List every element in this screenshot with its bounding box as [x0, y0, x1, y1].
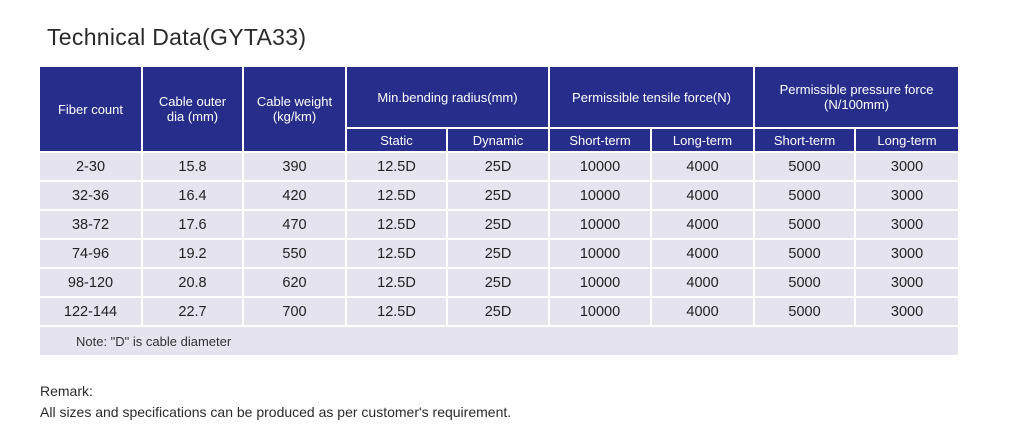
cell-weight: 420	[244, 182, 347, 211]
table-row: 74-96 19.2 550 12.5D 25D 10000 4000 5000…	[40, 240, 959, 269]
cell-tensile-long: 4000	[652, 182, 756, 211]
cell-fiber-count: 38-72	[40, 211, 143, 240]
cell-pressure-long: 3000	[856, 153, 959, 182]
cell-fiber-count: 74-96	[40, 240, 143, 269]
cell-static-radius: 12.5D	[347, 211, 448, 240]
subheader-static: Static	[347, 129, 448, 153]
cell-tensile-short: 10000	[550, 182, 653, 211]
cell-outer-dia: 17.6	[143, 211, 244, 240]
header-cable-weight-text: Cable weight (kg/km)	[256, 94, 333, 124]
subheader-pressure-short-term: Short-term	[755, 129, 857, 153]
table-note: Note: "D" is cable diameter	[40, 327, 959, 355]
remark-label: Remark:	[40, 383, 93, 399]
cell-pressure-short: 5000	[755, 153, 857, 182]
cell-pressure-long: 3000	[856, 298, 959, 327]
cell-outer-dia: 16.4	[143, 182, 244, 211]
cell-tensile-short: 10000	[550, 298, 653, 327]
cell-static-radius: 12.5D	[347, 153, 448, 182]
header-tensile-force: Permissible tensile force(N)	[550, 67, 756, 129]
table-note-row: Note: "D" is cable diameter	[40, 327, 959, 355]
header-cable-outer-dia: Cable outer dia (mm)	[143, 67, 244, 153]
cell-tensile-short: 10000	[550, 269, 653, 298]
header-pressure-force-text: Permissible pressure force (N/100mm)	[779, 82, 934, 112]
cell-fiber-count: 32-36	[40, 182, 143, 211]
cell-fiber-count: 2-30	[40, 153, 143, 182]
table-subheader-row: Static Dynamic Short-term Long-term Shor…	[40, 129, 959, 153]
cell-pressure-long: 3000	[856, 211, 959, 240]
technical-data-table: Fiber count Cable outer dia (mm) Cable w…	[40, 67, 959, 355]
cell-tensile-short: 10000	[550, 240, 653, 269]
cell-tensile-long: 4000	[652, 153, 756, 182]
cell-dynamic-radius: 25D	[448, 240, 551, 269]
cell-fiber-count: 98-120	[40, 269, 143, 298]
cell-dynamic-radius: 25D	[448, 153, 551, 182]
cell-pressure-short: 5000	[755, 211, 857, 240]
cell-weight: 700	[244, 298, 347, 327]
header-bending-radius: Min.bending radius(mm)	[347, 67, 551, 129]
cell-tensile-short: 10000	[550, 211, 653, 240]
cell-tensile-long: 4000	[652, 298, 756, 327]
cell-pressure-short: 5000	[755, 240, 857, 269]
header-cable-outer-dia-text: Cable outer dia (mm)	[158, 94, 227, 124]
cell-static-radius: 12.5D	[347, 240, 448, 269]
cell-pressure-long: 3000	[856, 182, 959, 211]
subheader-tensile-short-term: Short-term	[550, 129, 653, 153]
table-row: 38-72 17.6 470 12.5D 25D 10000 4000 5000…	[40, 211, 959, 240]
header-cable-weight: Cable weight (kg/km)	[244, 67, 347, 153]
subheader-pressure-long-term: Long-term	[856, 129, 959, 153]
cell-outer-dia: 19.2	[143, 240, 244, 269]
cell-dynamic-radius: 25D	[448, 211, 551, 240]
cell-tensile-long: 4000	[652, 240, 756, 269]
cell-tensile-long: 4000	[652, 269, 756, 298]
header-fiber-count: Fiber count	[40, 67, 143, 153]
table-header-row: Fiber count Cable outer dia (mm) Cable w…	[40, 67, 959, 153]
cell-dynamic-radius: 25D	[448, 182, 551, 211]
cell-static-radius: 12.5D	[347, 182, 448, 211]
cell-pressure-long: 3000	[856, 269, 959, 298]
cell-tensile-short: 10000	[550, 153, 653, 182]
cell-outer-dia: 22.7	[143, 298, 244, 327]
cell-dynamic-radius: 25D	[448, 298, 551, 327]
table-row: 122-144 22.7 700 12.5D 25D 10000 4000 50…	[40, 298, 959, 327]
cell-pressure-long: 3000	[856, 240, 959, 269]
header-pressure-force: Permissible pressure force (N/100mm)	[755, 67, 959, 129]
cell-outer-dia: 20.8	[143, 269, 244, 298]
cell-dynamic-radius: 25D	[448, 269, 551, 298]
cell-weight: 470	[244, 211, 347, 240]
cell-fiber-count: 122-144	[40, 298, 143, 327]
cell-weight: 390	[244, 153, 347, 182]
cell-outer-dia: 15.8	[143, 153, 244, 182]
cell-pressure-short: 5000	[755, 298, 857, 327]
page-title: Technical Data(GYTA33)	[47, 24, 307, 50]
cell-pressure-short: 5000	[755, 182, 857, 211]
subheader-tensile-long-term: Long-term	[652, 129, 756, 153]
cell-weight: 550	[244, 240, 347, 269]
cell-weight: 620	[244, 269, 347, 298]
remark-text: All sizes and specifications can be prod…	[40, 404, 512, 420]
remark-section: Remark: All sizes and specifications can…	[40, 381, 511, 423]
subheader-dynamic: Dynamic	[448, 129, 551, 153]
table-row: 2-30 15.8 390 12.5D 25D 10000 4000 5000 …	[40, 153, 959, 182]
table-row: 98-120 20.8 620 12.5D 25D 10000 4000 500…	[40, 269, 959, 298]
table-row: 32-36 16.4 420 12.5D 25D 10000 4000 5000…	[40, 182, 959, 211]
cell-static-radius: 12.5D	[347, 298, 448, 327]
cell-static-radius: 12.5D	[347, 269, 448, 298]
cell-pressure-short: 5000	[755, 269, 857, 298]
cell-tensile-long: 4000	[652, 211, 756, 240]
